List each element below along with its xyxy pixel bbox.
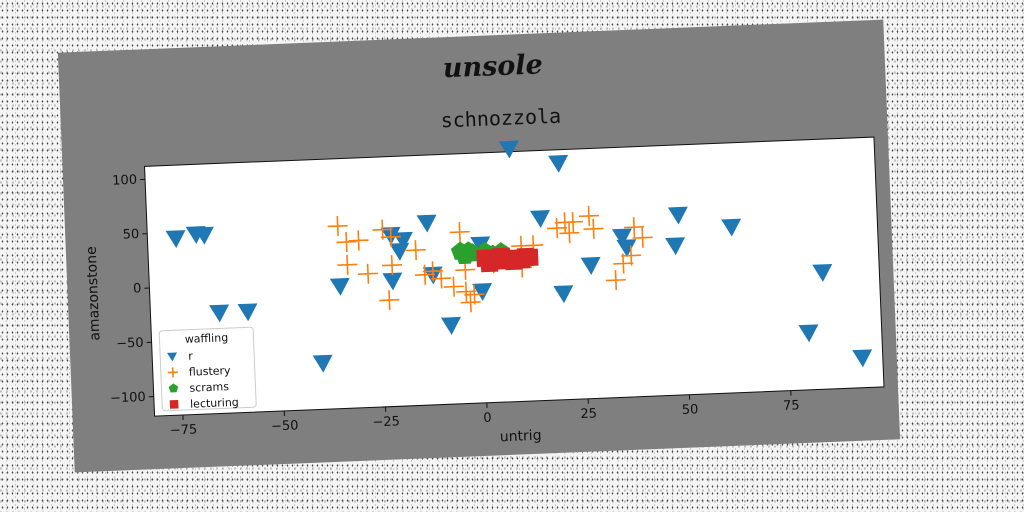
x-tick-label: 25 — [580, 406, 597, 422]
point-r — [852, 349, 873, 368]
x-axis-label: untrig — [499, 428, 541, 446]
y-tick-label: 50 — [122, 227, 139, 243]
point-flustery — [583, 218, 604, 239]
point-flustery — [405, 240, 426, 261]
point-r — [237, 303, 258, 322]
chart-title: schnozzola — [440, 104, 561, 133]
x-tick-label: −75 — [170, 422, 198, 438]
point-flustery — [348, 230, 369, 251]
point-r — [553, 285, 574, 304]
point-r — [665, 237, 686, 256]
legend-marker-r — [167, 352, 178, 362]
point-flustery — [456, 281, 477, 302]
x-tick-label: 75 — [783, 398, 800, 414]
point-r — [812, 263, 833, 282]
point-flustery — [460, 292, 481, 313]
figure: unsole schnozzola −75 −50 −25 0 25 50 75 −100−… — [57, 19, 901, 473]
point-flustery — [546, 218, 567, 239]
point-flustery — [578, 205, 599, 226]
point-flustery — [562, 212, 583, 233]
point-r — [798, 324, 819, 343]
point-r — [416, 214, 437, 233]
legend-box — [158, 326, 257, 412]
point-lecturing — [520, 248, 539, 267]
point-flustery — [372, 219, 393, 240]
point-r — [667, 206, 688, 225]
series-lecturing — [476, 247, 539, 273]
x-tick-label: −50 — [271, 418, 299, 434]
legend-marker-lecturing — [169, 399, 179, 409]
point-flustery — [414, 264, 435, 285]
point-flustery — [327, 216, 348, 237]
point-r — [389, 242, 410, 261]
point-r — [611, 228, 632, 247]
data-points — [165, 140, 873, 373]
point-flustery — [464, 284, 485, 305]
y-tick-label: −50 — [116, 336, 144, 352]
point-flustery — [431, 268, 452, 289]
chart-suptitle: unsole — [442, 49, 543, 84]
legend-label-scrams: scrams — [189, 380, 229, 395]
point-flustery — [605, 270, 626, 291]
scatter-chart: unsole schnozzola −75 −50 −25 0 25 50 75 −100−… — [84, 49, 885, 446]
point-r — [530, 210, 551, 228]
point-r — [472, 283, 493, 301]
point-flustery — [379, 290, 400, 311]
legend-marker-scrams — [168, 383, 179, 393]
x-tick-label: 50 — [682, 402, 699, 418]
legend-label-flustery: flustery — [189, 364, 232, 379]
y-axis: −100 −50 0 50 100 — [110, 173, 154, 406]
x-tick-label: 0 — [483, 411, 492, 426]
point-flustery — [443, 276, 464, 297]
point-r — [721, 218, 742, 237]
x-axis: −75 −50 −25 0 25 50 75 — [170, 390, 800, 439]
point-flustery — [422, 261, 443, 282]
y-tick-label: 100 — [112, 173, 137, 189]
point-flustery — [632, 227, 653, 248]
y-tick-label: −100 — [110, 390, 146, 406]
point-r — [580, 256, 601, 275]
point-r — [548, 154, 569, 173]
x-tick-label: −25 — [372, 414, 400, 430]
point-flustery — [358, 263, 379, 284]
point-flustery — [380, 226, 401, 247]
y-axis-label: amazonstone — [84, 246, 104, 341]
point-flustery — [337, 254, 358, 275]
point-flustery — [621, 245, 642, 266]
legend-marker-flustery — [167, 367, 178, 378]
point-r — [312, 354, 333, 373]
legend-label-lecturing: lecturing — [190, 396, 239, 411]
point-flustery — [382, 255, 403, 276]
point-flustery — [613, 253, 634, 274]
y-tick-label: 0 — [133, 281, 142, 296]
legend-label-r: r — [188, 350, 194, 363]
point-r — [382, 272, 403, 291]
point-r — [440, 316, 461, 335]
legend-title: waffling — [185, 331, 229, 346]
point-r — [498, 140, 519, 159]
point-flustery — [336, 231, 357, 253]
point-flustery — [449, 222, 470, 243]
point-r — [165, 230, 186, 248]
point-flustery — [624, 217, 645, 238]
series-r — [165, 140, 873, 373]
point-scrams — [455, 245, 475, 265]
point-r — [193, 226, 214, 245]
point-flustery — [559, 223, 580, 244]
point-r — [209, 304, 230, 323]
point-r — [329, 277, 350, 296]
point-r — [616, 239, 637, 258]
